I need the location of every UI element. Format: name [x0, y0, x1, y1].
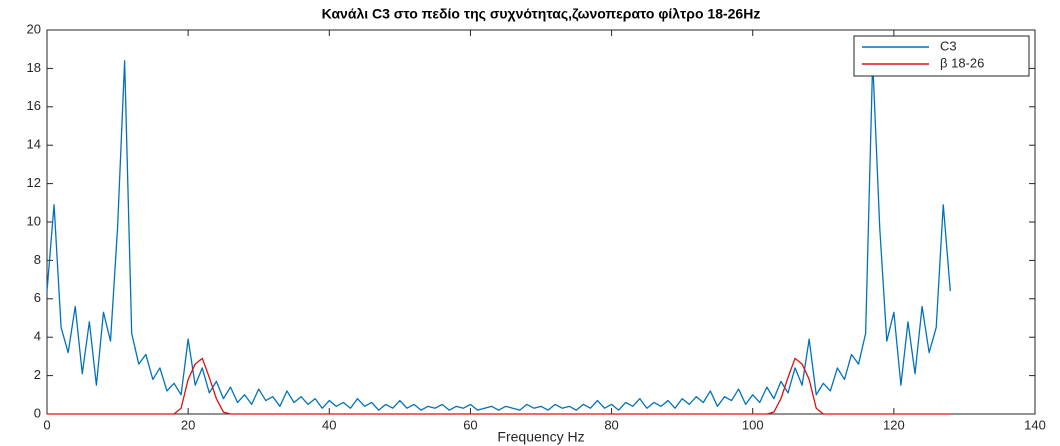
y-tick-label: 18 [27, 60, 41, 75]
legend: C3 β 18-26 [853, 35, 1030, 77]
y-tick-label: 20 [27, 21, 41, 36]
y-tick-label: 12 [27, 175, 41, 190]
chart-title: Κανάλι C3 στο πεδίο της συχνότητας,ζωνοπ… [322, 6, 761, 22]
legend-label: β 18-26 [940, 55, 984, 70]
x-tick-label: 0 [43, 417, 50, 432]
x-tick-label: 120 [883, 417, 905, 432]
y-tick-label: 8 [34, 252, 41, 267]
plot-area [46, 29, 1036, 415]
x-tick-label: 80 [604, 417, 618, 432]
x-axis-label: Frequency Hz [497, 429, 584, 445]
data-line [46, 60, 951, 411]
x-tick-label: 140 [1024, 417, 1046, 432]
x-tick-label: 20 [181, 417, 195, 432]
data-line [47, 357, 951, 415]
legend-label: C3 [940, 38, 957, 53]
y-tick-label: 16 [27, 98, 41, 113]
legend-box [853, 35, 1030, 77]
y-tick-label: 4 [34, 329, 41, 344]
y-tick-label: 6 [34, 290, 41, 305]
x-tick-label: 100 [742, 417, 764, 432]
x-tick-label: 60 [463, 417, 477, 432]
y-tick-label: 10 [27, 213, 41, 228]
y-tick-label: 0 [34, 405, 41, 420]
y-tick-label: 14 [27, 137, 41, 152]
y-tick-label: 2 [34, 367, 41, 382]
x-tick-label: 40 [322, 417, 336, 432]
